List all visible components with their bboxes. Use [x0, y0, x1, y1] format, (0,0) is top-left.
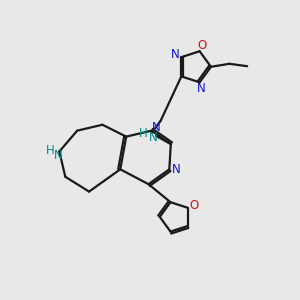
Text: H: H [139, 127, 148, 140]
Text: N: N [172, 163, 180, 176]
Text: H: H [46, 143, 55, 157]
Text: O: O [197, 39, 207, 52]
Text: N: N [149, 131, 158, 144]
Text: N: N [170, 48, 179, 61]
Text: O: O [190, 199, 199, 212]
Text: N: N [53, 149, 62, 162]
Text: N: N [197, 82, 206, 95]
Text: N: N [152, 121, 160, 134]
